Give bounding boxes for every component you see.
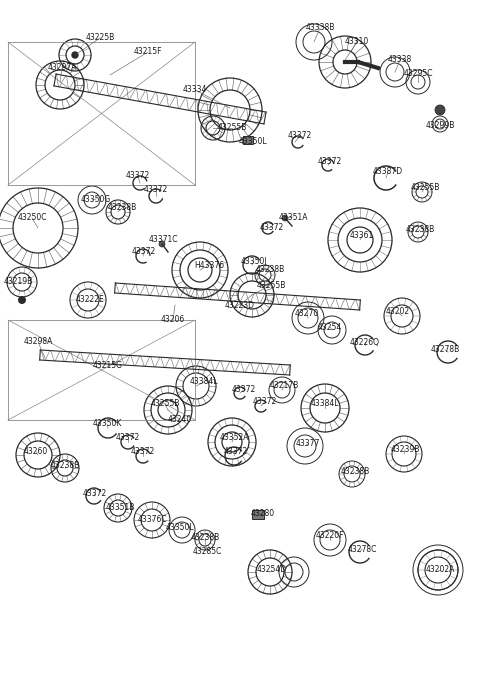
Bar bbox=[243, 136, 253, 144]
Text: 43202A: 43202A bbox=[425, 565, 455, 575]
Text: 43238B: 43238B bbox=[255, 266, 285, 274]
Text: 43372: 43372 bbox=[144, 185, 168, 195]
Text: 43280: 43280 bbox=[251, 509, 275, 518]
Text: 43350L: 43350L bbox=[166, 524, 194, 533]
Text: 43222E: 43222E bbox=[76, 296, 104, 304]
Text: 43255B: 43255B bbox=[410, 183, 440, 191]
Text: 43223D: 43223D bbox=[225, 300, 255, 309]
Text: 43372: 43372 bbox=[260, 223, 284, 232]
Text: 43338: 43338 bbox=[388, 55, 412, 65]
Text: 43219B: 43219B bbox=[3, 277, 33, 287]
Text: 43372: 43372 bbox=[131, 447, 155, 456]
Text: 43215G: 43215G bbox=[93, 362, 123, 370]
Text: 43297A: 43297A bbox=[47, 63, 77, 72]
Text: 43250C: 43250C bbox=[17, 214, 47, 223]
Text: 43260: 43260 bbox=[24, 447, 48, 456]
Text: 43350J: 43350J bbox=[240, 257, 267, 266]
Text: 43350G: 43350G bbox=[81, 195, 111, 204]
Text: 43254D: 43254D bbox=[257, 565, 287, 575]
Text: 43226Q: 43226Q bbox=[350, 338, 380, 347]
Text: 43350L: 43350L bbox=[239, 138, 267, 146]
Text: 43225B: 43225B bbox=[85, 33, 115, 42]
Text: 43372: 43372 bbox=[126, 172, 150, 180]
Text: 43352A: 43352A bbox=[219, 432, 249, 441]
Text: 43202: 43202 bbox=[386, 308, 410, 317]
Text: 43299B: 43299B bbox=[425, 121, 455, 131]
Text: 43372: 43372 bbox=[132, 247, 156, 257]
Text: 43372: 43372 bbox=[288, 131, 312, 140]
Text: 43372: 43372 bbox=[224, 447, 248, 456]
Text: 43206: 43206 bbox=[161, 315, 185, 325]
Text: 43351B: 43351B bbox=[105, 503, 135, 513]
Text: 43285C: 43285C bbox=[192, 546, 222, 556]
Text: 43278C: 43278C bbox=[348, 545, 377, 554]
Text: 43239B: 43239B bbox=[390, 445, 420, 454]
Text: 43334: 43334 bbox=[183, 86, 207, 95]
Text: 43387D: 43387D bbox=[373, 168, 403, 176]
Text: 43215F: 43215F bbox=[134, 48, 162, 57]
Text: 43255B: 43255B bbox=[217, 123, 247, 133]
Text: 43240: 43240 bbox=[168, 415, 192, 424]
Text: 43350K: 43350K bbox=[92, 419, 122, 428]
Text: 43278B: 43278B bbox=[431, 345, 460, 355]
Text: 43238B: 43238B bbox=[191, 533, 220, 543]
Text: 43298A: 43298A bbox=[24, 338, 53, 347]
Text: 43384L: 43384L bbox=[190, 377, 218, 387]
Text: 43255B: 43255B bbox=[150, 400, 180, 409]
Text: 43217B: 43217B bbox=[269, 381, 299, 390]
Text: 43238B: 43238B bbox=[108, 204, 137, 212]
Text: 43372: 43372 bbox=[318, 157, 342, 166]
Circle shape bbox=[159, 241, 165, 247]
Text: 43270: 43270 bbox=[295, 308, 319, 317]
Text: 43351A: 43351A bbox=[278, 212, 308, 221]
Text: 43338B: 43338B bbox=[305, 24, 335, 33]
Text: H43376: H43376 bbox=[194, 261, 224, 270]
Bar bbox=[252, 509, 264, 518]
Text: 43220F: 43220F bbox=[316, 531, 344, 541]
Text: 43361: 43361 bbox=[350, 232, 374, 240]
Text: 43238B: 43238B bbox=[406, 225, 434, 234]
Text: 43371C: 43371C bbox=[148, 236, 178, 244]
Text: 43372: 43372 bbox=[83, 490, 107, 498]
Text: 43384L: 43384L bbox=[311, 398, 339, 407]
Text: 43255B: 43255B bbox=[256, 281, 286, 289]
Text: 43238B: 43238B bbox=[50, 462, 80, 471]
Text: 43238B: 43238B bbox=[340, 467, 370, 477]
Text: 43310: 43310 bbox=[345, 37, 369, 46]
Text: 43295C: 43295C bbox=[403, 69, 433, 78]
Text: 43372: 43372 bbox=[232, 385, 256, 394]
Text: 43376C: 43376C bbox=[137, 515, 167, 524]
Circle shape bbox=[72, 52, 78, 58]
Text: 43254: 43254 bbox=[318, 323, 342, 332]
Circle shape bbox=[18, 296, 26, 304]
Text: 43372: 43372 bbox=[116, 434, 140, 443]
Text: 43372: 43372 bbox=[253, 398, 277, 407]
Text: 43377: 43377 bbox=[296, 439, 320, 449]
Circle shape bbox=[282, 215, 288, 221]
Circle shape bbox=[435, 105, 445, 115]
